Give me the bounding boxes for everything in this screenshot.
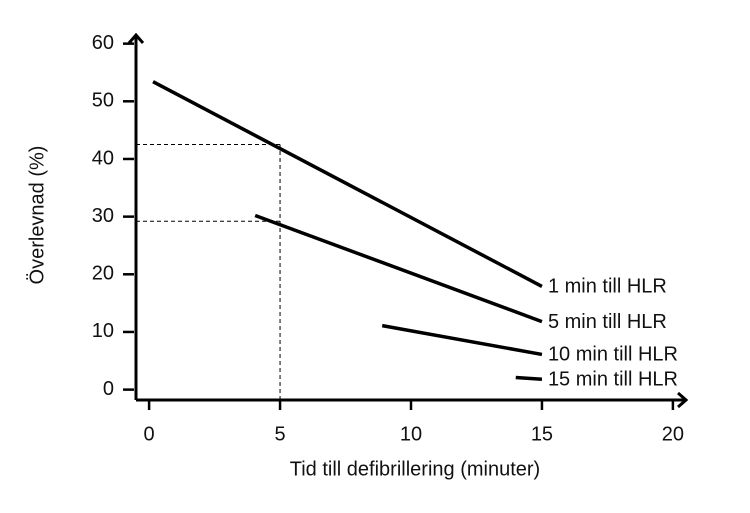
y-tick-label: 40 — [92, 147, 114, 169]
y-tick-label: 30 — [92, 205, 114, 227]
x-axis-arrow — [677, 391, 689, 409]
x-tick-label: 0 — [144, 423, 155, 445]
y-axis-title: Överlevnad (%) — [26, 146, 48, 285]
y-axis-arrow — [127, 32, 145, 44]
y-tick-label: 10 — [92, 320, 114, 342]
y-tick-label: 60 — [92, 32, 114, 54]
series-label: 15 min till HLR — [548, 369, 678, 391]
series-label: 1 min till HLR — [548, 276, 667, 298]
x-tick-label: 20 — [662, 423, 684, 445]
series-line — [515, 375, 543, 381]
y-tick-label: 20 — [92, 263, 114, 285]
x-tick-label: 15 — [531, 423, 553, 445]
series-line — [381, 323, 543, 357]
x-axis-title: Tid till defibrillering (minuter) — [290, 458, 540, 480]
x-tick-label: 5 — [274, 423, 285, 445]
series-line — [254, 213, 543, 324]
y-tick-label: 0 — [103, 378, 114, 400]
series-line — [152, 80, 543, 288]
series-label: 10 min till HLR — [548, 344, 678, 366]
series-label: 5 min till HLR — [548, 311, 667, 333]
y-tick-label: 50 — [92, 90, 114, 112]
x-tick-label: 10 — [400, 423, 422, 445]
